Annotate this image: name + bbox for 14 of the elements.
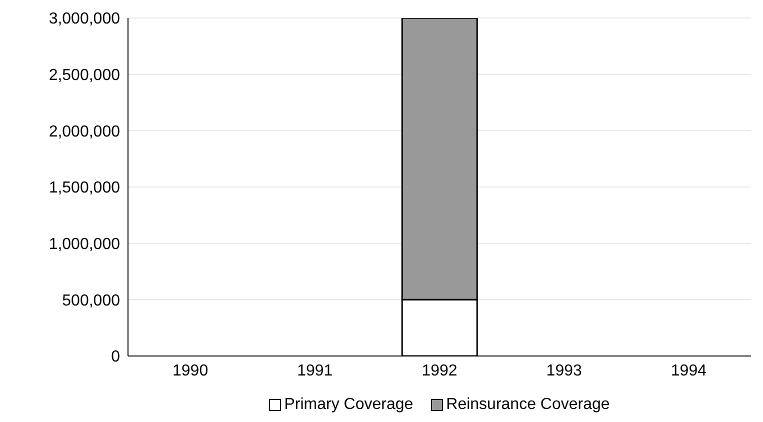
x-tick-label: 1990 — [172, 362, 208, 380]
y-tick-label: 1,000,000 — [48, 236, 120, 254]
y-tick-label: 0 — [111, 348, 120, 366]
y-tick-label: 500,000 — [62, 292, 120, 310]
y-tick-label: 1,500,000 — [48, 180, 120, 197]
y-tick-label: 2,500,000 — [48, 67, 120, 84]
legend-label: Primary Coverage — [284, 396, 414, 414]
legend-label: Reinsurance Coverage — [446, 396, 610, 414]
y-tick-label: 2,000,000 — [48, 123, 120, 140]
x-tick-label: 1994 — [670, 362, 707, 380]
x-tick-label: 1991 — [297, 362, 333, 380]
x-tick-label: 1993 — [546, 362, 582, 380]
x-tick-label: 1992 — [422, 362, 458, 380]
y-tick-label: 3,000,000 — [48, 10, 120, 28]
